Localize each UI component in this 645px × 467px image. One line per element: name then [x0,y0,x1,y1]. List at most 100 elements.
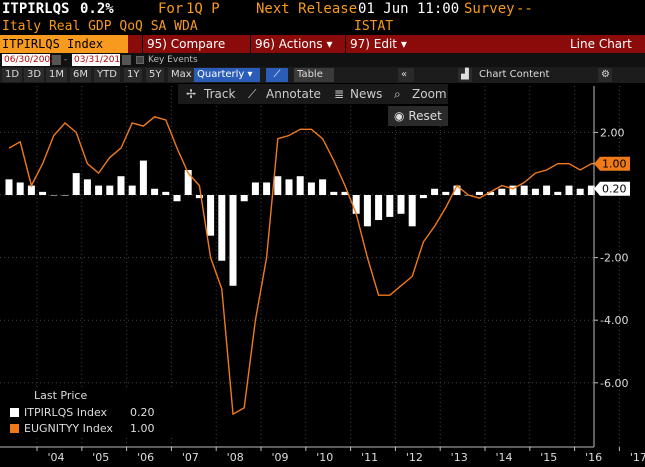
reset-label: Reset [408,109,442,123]
bar [531,188,539,195]
period-ytd[interactable]: YTD [94,68,120,82]
legend-item-name: ITPIRLQS Index [24,406,108,419]
x-tick-label: '17 [630,451,645,464]
bar [520,185,528,195]
bar [251,182,259,195]
bar [274,176,282,195]
pencil-icon[interactable]: ⟋ [248,87,257,101]
end-date-input[interactable]: 03/31/2017 [72,54,126,66]
security-field[interactable]: ITPIRLQS Index [0,35,128,53]
start-date-input[interactable]: 06/30/2002 [2,54,56,66]
bar [431,188,439,195]
x-tick-label: '11 [361,451,378,464]
bar [39,191,47,195]
x-tick-label: '04 [47,451,64,464]
legend-swatch [10,424,19,433]
bar [453,185,461,195]
x-tick-label: '08 [227,451,244,464]
crosshair-icon[interactable]: ✢ [186,87,197,101]
chart-content-icon[interactable]: ▟ [458,68,472,82]
zoom-button[interactable]: Zoom [412,87,447,101]
news-button[interactable]: News [350,87,383,101]
value-tag-label: 0.20 [602,183,627,196]
key-events-checkbox[interactable] [136,56,144,64]
security-header: ITPIRLQS 0.2% For 1Q P Next Release 01 J… [0,0,645,18]
legend-item-value: 1.00 [130,422,155,435]
chart-type-label[interactable]: Line Chart [566,35,645,53]
bar [218,195,226,261]
bar [419,195,427,199]
date-range-bar: 06/30/2002 - 03/31/2017 Key Events [0,53,645,67]
bar [475,191,483,195]
x-tick-label: '10 [316,451,333,464]
y-tick-label: -2.00 [600,252,628,265]
bar [162,191,170,195]
calendar-icon[interactable] [52,55,61,65]
bar [397,195,405,214]
legend: Last Price ITPIRLQS Index 0.20 EUGNITYY … [4,387,174,437]
period-1m[interactable]: 1M [46,68,67,82]
line-chart-icon[interactable]: ⟋ [266,68,288,82]
period-1y[interactable]: 1Y [124,68,143,82]
bar [375,195,383,221]
bar [319,179,327,195]
bar-last-value-tag: 0.20 [594,181,630,196]
period-3d[interactable]: 3D [24,68,45,82]
period-5y[interactable]: 5Y [146,68,165,82]
table-button[interactable]: Table [294,68,334,82]
y-tick-label: -4.00 [600,314,628,327]
y-tick-label: -6.00 [600,377,628,390]
bar [263,182,271,195]
gear-icon[interactable]: ⚙ [598,68,612,82]
x-tick-label: '06 [137,451,154,464]
bar [330,191,338,195]
bar [95,185,103,195]
edit-menu[interactable]: 97) Edit ▾ [345,35,407,53]
key-events-label: Key Events [148,55,198,65]
next-release-label: Next Release [256,1,358,17]
x-tick-label: '15 [540,451,557,464]
ticker-symbol: ITPIRLQS [2,1,70,17]
frequency-select[interactable]: Quarterly ▾ [194,68,260,82]
news-icon[interactable]: ≣ [334,87,345,101]
bar [151,188,159,195]
track-button[interactable]: Track [204,87,236,101]
actions-label: 96) Actions [255,37,323,51]
bar [207,195,215,236]
magnifier-icon[interactable]: ⌕ [394,87,401,101]
bar [50,195,58,196]
calendar-icon[interactable] [122,55,131,65]
reset-button[interactable]: ◉ Reset [388,106,448,126]
bar [565,185,573,195]
bar [554,191,562,195]
bar [83,179,91,195]
period-6m[interactable]: 6M [70,68,91,82]
annotate-button[interactable]: Annotate [266,87,321,101]
collapse-icon[interactable]: « [398,68,414,82]
last-value-tags: 1.00 0.20 [594,156,630,196]
compare-button[interactable]: 95) Compare [142,35,230,53]
bar [184,169,192,195]
period-1d[interactable]: 1D [2,68,23,82]
chart-content-button[interactable]: Chart Content [479,69,550,80]
bar [296,176,304,195]
chart-type-text: Line Chart [570,37,632,51]
x-tick-label: '07 [182,451,199,464]
chevron-down-icon: ▾ [326,37,333,51]
next-release-date: 01 Jun 11:00 [358,1,460,17]
bar [576,188,584,195]
bar [5,179,13,195]
x-tick-label: '14 [495,451,512,464]
last-value: 0.2% [80,1,114,17]
period-max[interactable]: Max [168,68,195,82]
bar [307,182,315,195]
description-row: Italy Real GDP QoQ SA WDA ISTAT [0,18,645,35]
bar [27,185,35,195]
chart-area[interactable]: 2.00 -2.00 -4.00 -6.00 '04 '05 '06 '07 '08 '09 '10… [0,83,645,467]
x-tick-label: '13 [451,451,468,464]
bar [139,160,147,195]
edit-label: 97) Edit [350,37,398,51]
reset-icon: ◉ [394,109,405,123]
actions-menu[interactable]: 96) Actions ▾ [250,35,336,53]
tick-labels: 2.00 -2.00 -4.00 -6.00 '04 '05 '06 '07 '08 '09 '10… [36,126,645,464]
